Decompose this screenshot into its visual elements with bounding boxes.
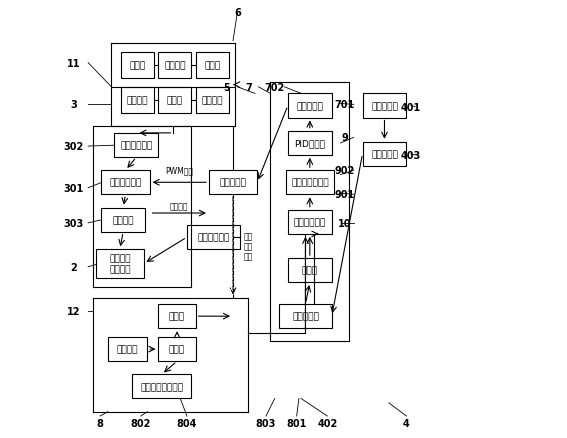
FancyBboxPatch shape [196,88,229,114]
Text: 302: 302 [64,142,84,152]
Text: 测量式旋转编码器: 测量式旋转编码器 [140,382,183,391]
Text: 4: 4 [403,418,410,427]
FancyBboxPatch shape [158,304,196,328]
Text: 反馈信号: 反馈信号 [170,202,188,212]
Text: 变速齿轮: 变速齿轮 [112,215,134,225]
Text: 电池包: 电池包 [129,61,146,70]
FancyBboxPatch shape [288,210,332,234]
FancyBboxPatch shape [101,171,150,195]
Text: 7: 7 [245,83,252,92]
Text: 8: 8 [96,418,103,427]
FancyBboxPatch shape [101,208,145,232]
Text: PID控制器: PID控制器 [294,139,325,148]
Text: 二进制计数器: 二进制计数器 [294,218,326,227]
Text: 光电二极管: 光电二极管 [292,312,319,321]
Text: 802: 802 [130,418,151,427]
Text: 先进先出存储器: 先进先出存储器 [291,178,329,187]
Text: 801: 801 [286,418,307,427]
Text: PWM信号: PWM信号 [165,166,193,175]
Text: 701: 701 [335,100,355,110]
Text: 5: 5 [223,83,230,92]
FancyBboxPatch shape [115,134,158,158]
Text: 减速器: 减速器 [169,345,185,354]
Text: 901: 901 [335,190,355,200]
FancyBboxPatch shape [121,88,154,114]
Text: 脉冲激光器: 脉冲激光器 [371,102,398,111]
FancyBboxPatch shape [187,226,240,250]
FancyBboxPatch shape [288,258,332,283]
FancyBboxPatch shape [158,53,191,79]
Text: 直流伺服电机: 直流伺服电机 [109,178,142,187]
Text: 804: 804 [177,418,197,427]
Text: 902: 902 [335,166,355,176]
FancyBboxPatch shape [288,94,332,118]
Text: 301: 301 [64,184,84,193]
Text: 电池包: 电池包 [204,61,220,70]
FancyBboxPatch shape [96,250,144,278]
Text: 303: 303 [64,219,84,228]
FancyBboxPatch shape [288,131,332,155]
FancyBboxPatch shape [121,53,154,79]
FancyBboxPatch shape [158,337,196,361]
Text: 四轮驱动
行走模块: 四轮驱动 行走模块 [109,254,130,274]
Text: 11: 11 [67,59,81,68]
Text: 模拟控制器: 模拟控制器 [297,102,323,111]
Text: 12: 12 [67,306,81,316]
Text: 总控制模块: 总控制模块 [219,178,247,187]
Text: 光耦合器: 光耦合器 [127,96,149,105]
Text: 803: 803 [256,418,276,427]
Text: 光耦合器: 光耦合器 [164,61,185,70]
Text: 10: 10 [338,219,352,228]
FancyBboxPatch shape [196,53,229,79]
Text: 2: 2 [70,262,77,272]
Text: 3: 3 [70,100,77,110]
Text: 激光反射板: 激光反射板 [371,150,398,159]
FancyBboxPatch shape [286,171,334,195]
FancyBboxPatch shape [362,94,407,118]
FancyBboxPatch shape [158,88,191,114]
Text: 驱动电机: 驱动电机 [117,345,138,354]
FancyBboxPatch shape [209,171,257,195]
Text: 电池包: 电池包 [167,96,183,105]
Text: 402: 402 [318,418,337,427]
Text: 403: 403 [401,151,421,160]
FancyBboxPatch shape [279,304,332,328]
Text: 无线
传输
技术: 无线 传输 技术 [244,232,253,261]
Text: 401: 401 [401,102,421,112]
Text: 9: 9 [341,133,348,143]
Text: 702: 702 [265,83,285,92]
Text: 放大器: 放大器 [302,266,318,275]
Text: 电机驱动芯片: 电机驱动芯片 [120,141,153,150]
Text: 6: 6 [234,8,241,18]
Text: 光耦合器: 光耦合器 [201,96,223,105]
Text: 视频监控系统: 视频监控系统 [197,233,230,242]
FancyBboxPatch shape [132,374,191,399]
Text: 旋转台: 旋转台 [169,312,185,321]
FancyBboxPatch shape [362,142,407,166]
FancyBboxPatch shape [108,337,147,361]
